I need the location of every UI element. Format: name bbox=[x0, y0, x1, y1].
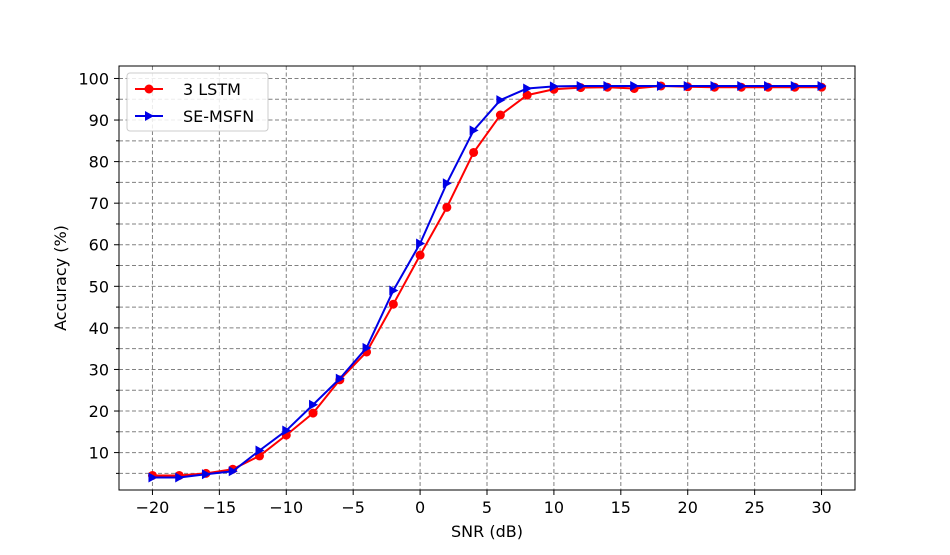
data-point-se-msfn bbox=[656, 80, 666, 91]
legend-marker-3-lstm bbox=[144, 84, 154, 94]
data-point-3-lstm bbox=[495, 110, 505, 120]
data-point-se-msfn bbox=[309, 399, 319, 410]
data-point-3-lstm bbox=[308, 408, 318, 418]
x-tick-label: 10 bbox=[544, 498, 564, 517]
legend-marker-se-msfn bbox=[145, 111, 154, 121]
x-tick-label: 5 bbox=[482, 498, 492, 517]
y-tick-label: 10 bbox=[89, 444, 109, 463]
data-point-se-msfn bbox=[228, 466, 238, 477]
series-layer bbox=[147, 80, 827, 483]
data-point-se-msfn bbox=[496, 95, 506, 106]
legend: 3 LSTM SE-MSFN bbox=[126, 72, 269, 132]
data-point-se-msfn bbox=[416, 238, 426, 249]
x-tick-label: −15 bbox=[202, 498, 236, 517]
y-tick-label: 40 bbox=[89, 319, 109, 338]
y-tick-label: 100 bbox=[78, 69, 109, 88]
data-point-se-msfn bbox=[790, 80, 800, 91]
x-tick-label: 15 bbox=[611, 498, 631, 517]
x-tick-label: 0 bbox=[415, 498, 425, 517]
y-tick-label: 20 bbox=[89, 402, 109, 421]
data-point-se-msfn bbox=[764, 80, 774, 91]
data-point-se-msfn bbox=[389, 285, 399, 296]
y-tick-label: 70 bbox=[89, 194, 109, 213]
data-point-3-lstm bbox=[388, 299, 398, 309]
grid-layer bbox=[119, 66, 855, 490]
legend-label-se-msfn: SE-MSFN bbox=[183, 107, 254, 126]
data-point-se-msfn bbox=[576, 80, 586, 91]
data-point-se-msfn bbox=[603, 80, 613, 91]
x-tick-label: −5 bbox=[341, 498, 365, 517]
data-point-se-msfn bbox=[737, 80, 747, 91]
y-axis-title: Accuracy (%) bbox=[51, 225, 70, 331]
data-point-se-msfn bbox=[710, 80, 720, 91]
data-point-se-msfn bbox=[175, 472, 185, 483]
data-point-se-msfn bbox=[469, 125, 479, 136]
data-point-se-msfn bbox=[255, 445, 265, 456]
data-point-se-msfn bbox=[335, 373, 345, 384]
ticks-layer: −20 −15 −10 −5 0 5 10 15 20 25 30 10 20 30 40 50 60 70 80 9… bbox=[78, 69, 831, 517]
data-point-se-msfn bbox=[630, 80, 640, 91]
legend-label-3-lstm: 3 LSTM bbox=[183, 80, 241, 99]
x-tick-label: −20 bbox=[136, 498, 170, 517]
data-point-se-msfn bbox=[282, 425, 292, 436]
data-point-3-lstm bbox=[415, 250, 425, 260]
data-point-se-msfn bbox=[442, 178, 452, 189]
data-point-3-lstm bbox=[442, 202, 452, 212]
y-tick-label: 30 bbox=[89, 360, 109, 379]
data-point-se-msfn bbox=[362, 342, 372, 353]
x-tick-label: −10 bbox=[269, 498, 303, 517]
y-tick-label: 90 bbox=[89, 111, 109, 130]
y-tick-label: 60 bbox=[89, 236, 109, 255]
data-point-se-msfn bbox=[549, 81, 559, 92]
x-tick-label: 30 bbox=[811, 498, 831, 517]
data-point-se-msfn bbox=[817, 80, 827, 91]
y-tick-label: 80 bbox=[89, 153, 109, 172]
data-point-se-msfn bbox=[201, 469, 211, 480]
data-point-3-lstm bbox=[469, 147, 479, 157]
data-point-3-lstm bbox=[522, 90, 532, 100]
x-tick-label: 25 bbox=[744, 498, 764, 517]
data-point-se-msfn bbox=[148, 472, 158, 483]
y-tick-label: 50 bbox=[89, 277, 109, 296]
data-point-se-msfn bbox=[683, 80, 693, 91]
x-axis-title: SNR (dB) bbox=[451, 522, 523, 541]
data-point-se-msfn bbox=[523, 83, 533, 94]
series-line-se-msfn bbox=[152, 84, 822, 479]
x-tick-label: 20 bbox=[678, 498, 698, 517]
